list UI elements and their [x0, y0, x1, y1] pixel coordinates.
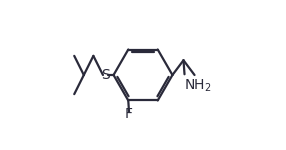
- Text: S: S: [101, 68, 110, 82]
- Text: F: F: [125, 108, 133, 122]
- Text: NH$_2$: NH$_2$: [184, 77, 212, 94]
